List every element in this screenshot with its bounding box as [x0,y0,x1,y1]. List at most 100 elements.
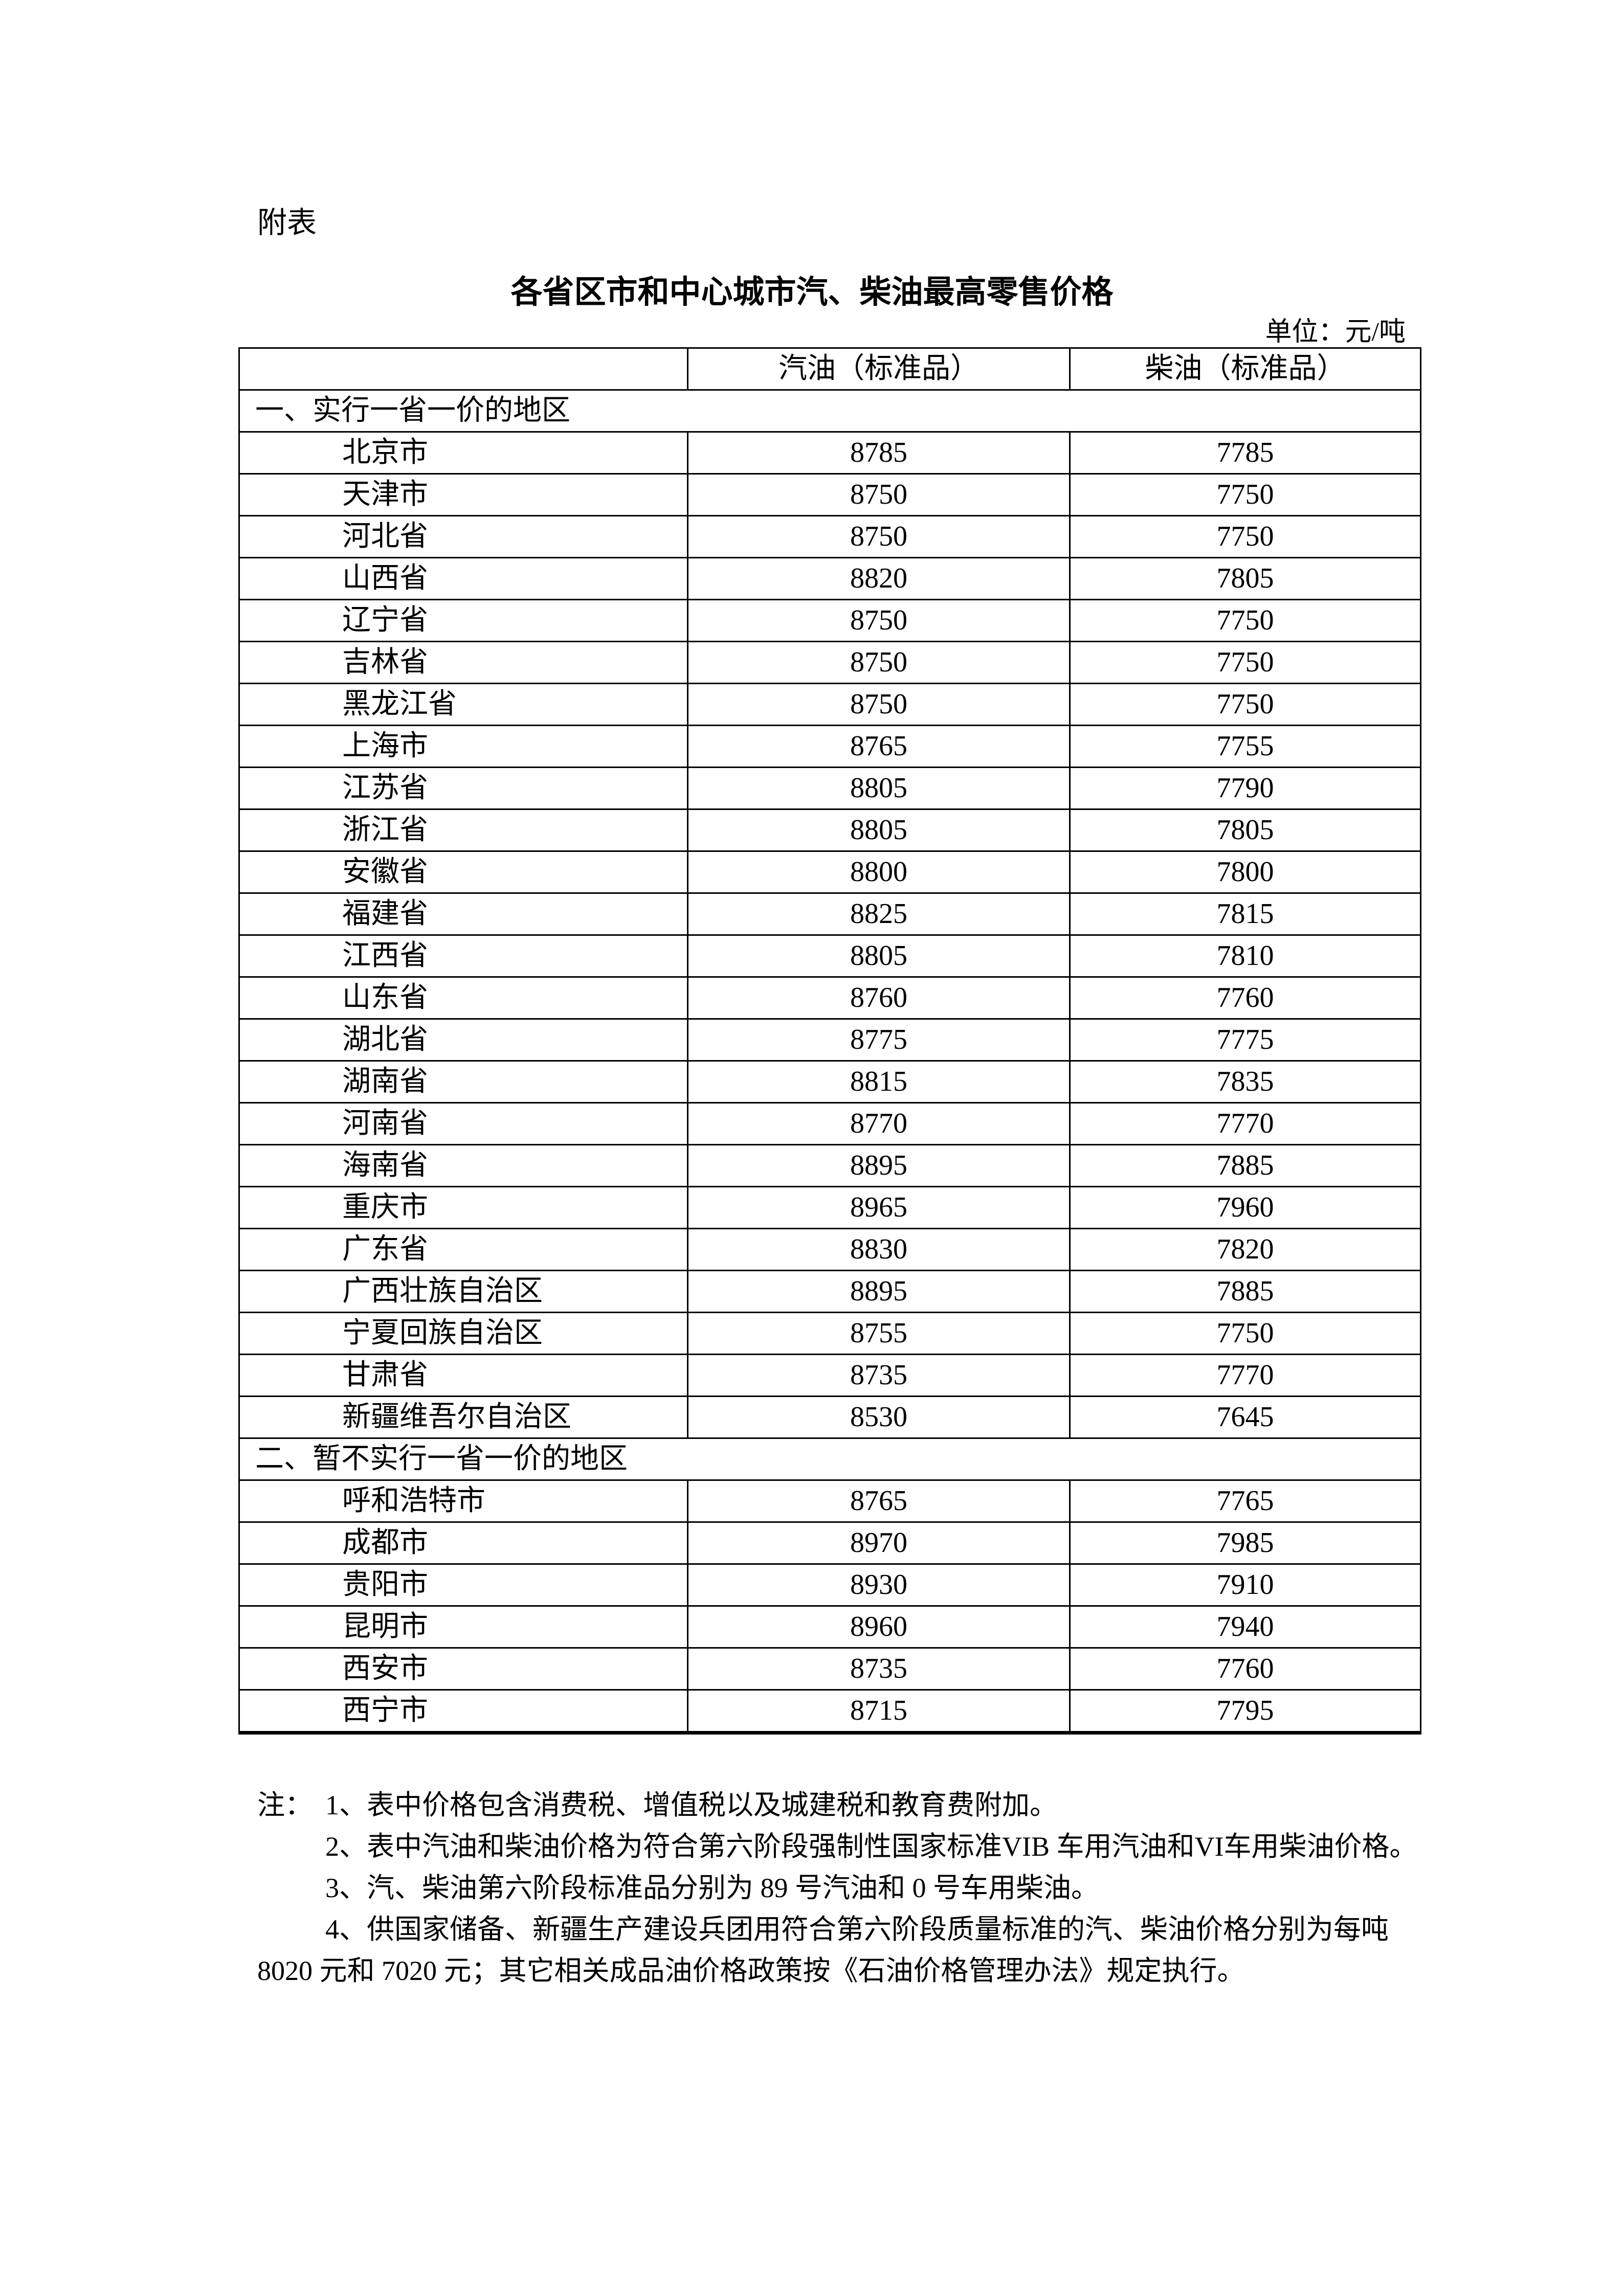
notes: 注： 1、表中价格包含消费税、增值税以及城建税和教育费附加。 2、表中汽油和柴油价格… [257,1785,1421,1992]
gasoline-price-cell: 8930 [687,1563,1071,1607]
region-cell: 广东省 [238,1228,688,1271]
diesel-price-cell: 7760 [1069,1647,1421,1691]
region-cell: 吉林省 [238,641,688,684]
diesel-price-cell: 7785 [1069,431,1421,475]
table-row: 昆明市 8960 7940 [238,1605,1421,1649]
gasoline-price-cell: 8970 [687,1521,1071,1565]
region-cell: 安徽省 [238,850,688,894]
note-text: 4、供国家储备、新疆生产建设兵团用符合第六阶段质量标准的汽、柴油价格分别为每吨8… [257,1914,1389,1986]
region-cell: 湖北省 [238,1018,688,1062]
gasoline-price-cell: 8965 [687,1186,1071,1229]
gasoline-price-cell: 8800 [687,850,1071,894]
diesel-price-cell: 7815 [1069,892,1421,936]
attachment-label: 附表 [257,206,317,239]
note-prefix: 注： [257,1790,313,1820]
diesel-price-cell: 7750 [1069,1312,1421,1355]
diesel-price-cell: 7750 [1069,683,1421,726]
table-row: 上海市 8765 7755 [238,725,1421,768]
diesel-price-cell: 7795 [1069,1689,1421,1735]
table-row: 西安市 8735 7760 [238,1647,1421,1691]
region-cell: 上海市 [238,725,688,768]
document-title: 各省区市和中心城市汽、柴油最高零售价格 [510,275,1114,310]
region-cell: 辽宁省 [238,599,688,642]
region-cell: 贵阳市 [238,1563,688,1607]
note-item: 4、供国家储备、新疆生产建设兵团用符合第六阶段质量标准的汽、柴油价格分别为每吨8… [257,1909,1421,1992]
region-cell: 西安市 [238,1647,688,1691]
table-row: 成都市 8970 7985 [238,1521,1421,1565]
gasoline-price-cell: 8530 [687,1395,1071,1439]
note-item: 2、表中汽油和柴油价格为符合第六阶段强制性国家标准VIB 车用汽油和VI车用柴油… [257,1826,1421,1867]
table-row: 北京市 8785 7785 [238,431,1421,475]
gasoline-price-cell: 8750 [687,473,1071,516]
header-gasoline: 汽油（标准品） [687,347,1071,391]
table-row: 浙江省 8805 7805 [238,808,1421,852]
table-row: 湖北省 8775 7775 [238,1018,1421,1062]
diesel-price-cell: 7750 [1069,515,1421,558]
region-cell: 江西省 [238,934,688,978]
diesel-price-cell: 7835 [1069,1060,1421,1104]
note-item: 3、汽、柴油第六阶段标准品分别为 89 号汽油和 0 号车用柴油。 [257,1867,1421,1909]
gasoline-price-cell: 8805 [687,767,1071,810]
diesel-price-cell: 7805 [1069,557,1421,600]
section-row: 一、实行一省一价的地区 [238,389,1421,433]
section-label: 一、实行一省一价的地区 [238,389,1421,433]
price-table: 汽油（标准品） 柴油（标准品） 一、实行一省一价的地区 北京市 8785 7785 天津… [238,347,1421,1735]
diesel-price-cell: 7645 [1069,1395,1421,1439]
table-row: 呼和浩特市 8765 7765 [238,1479,1421,1523]
header-diesel: 柴油（标准品） [1069,347,1421,391]
gasoline-price-cell: 8770 [687,1102,1071,1145]
header-region [238,347,688,391]
gasoline-price-cell: 8750 [687,599,1071,642]
region-cell: 山西省 [238,557,688,600]
gasoline-price-cell: 8735 [687,1647,1071,1691]
note-item: 注： 1、表中价格包含消费税、增值税以及城建税和教育费附加。 [257,1785,1421,1826]
gasoline-price-cell: 8755 [687,1312,1071,1355]
region-cell: 重庆市 [238,1186,688,1229]
diesel-price-cell: 7775 [1069,1018,1421,1062]
region-cell: 成都市 [238,1521,688,1565]
diesel-price-cell: 7750 [1069,641,1421,684]
gasoline-price-cell: 8735 [687,1354,1071,1397]
region-cell: 湖南省 [238,1060,688,1104]
diesel-price-cell: 7800 [1069,850,1421,894]
table-row: 河北省 8750 7750 [238,515,1421,558]
table-row: 黑龙江省 8750 7750 [238,683,1421,726]
gasoline-price-cell: 8750 [687,515,1071,558]
diesel-price-cell: 7760 [1069,976,1421,1020]
gasoline-price-cell: 8815 [687,1060,1071,1104]
table-row: 江西省 8805 7810 [238,934,1421,978]
table-row: 山西省 8820 7805 [238,557,1421,600]
table-row: 甘肃省 8735 7770 [238,1354,1421,1397]
gasoline-price-cell: 8750 [687,641,1071,684]
gasoline-price-cell: 8820 [687,557,1071,600]
region-cell: 黑龙江省 [238,683,688,726]
region-cell: 新疆维吾尔自治区 [238,1395,688,1439]
table-header-row: 汽油（标准品） 柴油（标准品） [238,347,1421,391]
table-row: 重庆市 8965 7960 [238,1186,1421,1229]
table-row: 天津市 8750 7750 [238,473,1421,516]
region-cell: 江苏省 [238,767,688,810]
table-row: 贵阳市 8930 7910 [238,1563,1421,1607]
diesel-price-cell: 7985 [1069,1521,1421,1565]
diesel-price-cell: 7960 [1069,1186,1421,1229]
region-cell: 西宁市 [238,1689,688,1735]
gasoline-price-cell: 8960 [687,1605,1071,1649]
gasoline-price-cell: 8750 [687,683,1071,726]
note-text: 2、表中汽油和柴油价格为符合第六阶段强制性国家标准VIB 车用汽油和VI车用柴油… [325,1831,1417,1862]
gasoline-price-cell: 8785 [687,431,1071,475]
region-cell: 山东省 [238,976,688,1020]
table-row: 广西壮族自治区 8895 7885 [238,1270,1421,1313]
region-cell: 浙江省 [238,808,688,852]
section-row: 二、暂不实行一省一价的地区 [238,1437,1421,1481]
table-row: 吉林省 8750 7750 [238,641,1421,684]
gasoline-price-cell: 8765 [687,1479,1071,1523]
diesel-price-cell: 7755 [1069,725,1421,768]
diesel-price-cell: 7790 [1069,767,1421,810]
region-cell: 海南省 [238,1144,688,1187]
region-cell: 甘肃省 [238,1354,688,1397]
table-row: 安徽省 8800 7800 [238,850,1421,894]
gasoline-price-cell: 8775 [687,1018,1071,1062]
region-cell: 宁夏回族自治区 [238,1312,688,1355]
table-row: 辽宁省 8750 7750 [238,599,1421,642]
region-cell: 河南省 [238,1102,688,1145]
